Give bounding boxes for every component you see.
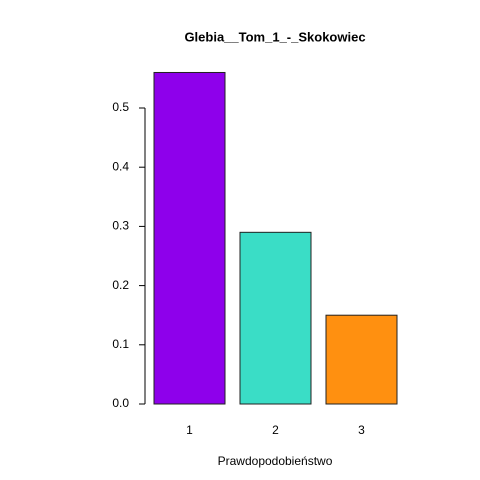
x-tick-label: 1 [186,423,193,437]
bar [153,71,226,405]
y-tick-label: 0.1 [112,337,129,351]
x-axis-label: Prawdopodobieństwo [218,454,333,468]
y-tick-label: 0.0 [112,396,129,410]
y-tick-label: 0.5 [112,100,129,114]
x-tick-label: 3 [358,423,365,437]
y-tick-label: 0.2 [112,278,129,292]
bar [239,231,312,405]
y-tick-label: 0.3 [112,219,129,233]
chart-title: Glebia__Tom_1_-_Skokowiec [184,29,365,44]
bar [325,314,398,405]
x-tick-label: 2 [272,423,279,437]
y-tick-label: 0.4 [112,159,129,173]
